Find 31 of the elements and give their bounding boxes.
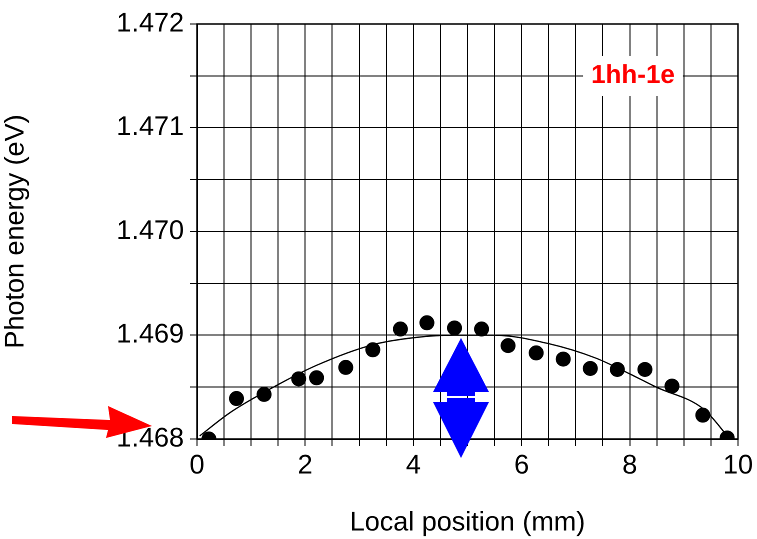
point <box>309 370 324 386</box>
point <box>610 362 625 377</box>
point <box>695 408 710 423</box>
point <box>447 320 462 336</box>
point <box>291 371 306 386</box>
point <box>637 362 652 377</box>
x-tick-label: 10 <box>722 450 754 480</box>
point <box>392 322 408 337</box>
point <box>556 352 571 367</box>
x-tick-label: 6 <box>514 450 530 480</box>
point <box>419 315 434 330</box>
x-axis-title: Local position (mm) <box>350 506 586 536</box>
point <box>528 345 544 360</box>
point <box>500 338 516 354</box>
x-tick-label: 2 <box>298 450 313 480</box>
point <box>338 360 354 375</box>
y-axis-title: Photon energy (eV) <box>0 114 30 349</box>
point <box>474 322 490 337</box>
y-tick-label: 1.469 <box>116 318 184 349</box>
point <box>228 391 244 406</box>
point <box>256 386 272 402</box>
y-tick-label: 1.471 <box>116 111 184 142</box>
point <box>365 342 380 358</box>
point <box>664 378 680 394</box>
annotation: 1hh-1e <box>591 59 675 90</box>
point <box>582 360 598 376</box>
x-tick-label: 0 <box>189 450 205 480</box>
x-tick-label: 4 <box>406 450 421 480</box>
y-tick-label: 1.472 <box>116 7 184 38</box>
x-tick-label: 8 <box>622 450 638 480</box>
y-tick-label: 1.470 <box>116 214 184 245</box>
